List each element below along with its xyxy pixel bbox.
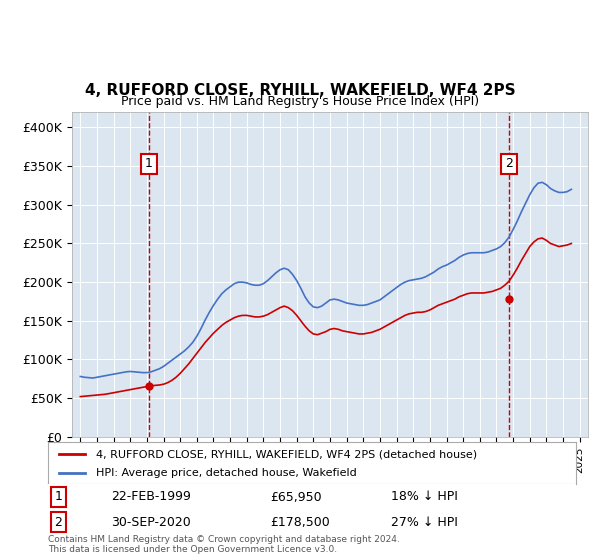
- Text: 18% ↓ HPI: 18% ↓ HPI: [391, 491, 458, 503]
- Text: 4, RUFFORD CLOSE, RYHILL, WAKEFIELD, WF4 2PS (detached house): 4, RUFFORD CLOSE, RYHILL, WAKEFIELD, WF4…: [95, 449, 476, 459]
- Text: 2: 2: [505, 157, 513, 170]
- Text: 4, RUFFORD CLOSE, RYHILL, WAKEFIELD, WF4 2PS: 4, RUFFORD CLOSE, RYHILL, WAKEFIELD, WF4…: [85, 83, 515, 98]
- Text: 27% ↓ HPI: 27% ↓ HPI: [391, 516, 458, 529]
- Text: 2: 2: [55, 516, 62, 529]
- Text: Price paid vs. HM Land Registry's House Price Index (HPI): Price paid vs. HM Land Registry's House …: [121, 95, 479, 108]
- Text: £178,500: £178,500: [270, 516, 329, 529]
- Text: 1: 1: [55, 491, 62, 503]
- Text: HPI: Average price, detached house, Wakefield: HPI: Average price, detached house, Wake…: [95, 468, 356, 478]
- Text: £65,950: £65,950: [270, 491, 322, 503]
- Text: 22-FEB-1999: 22-FEB-1999: [112, 491, 191, 503]
- Text: 30-SEP-2020: 30-SEP-2020: [112, 516, 191, 529]
- Text: 1: 1: [145, 157, 153, 170]
- Text: Contains HM Land Registry data © Crown copyright and database right 2024.
This d: Contains HM Land Registry data © Crown c…: [48, 535, 400, 554]
